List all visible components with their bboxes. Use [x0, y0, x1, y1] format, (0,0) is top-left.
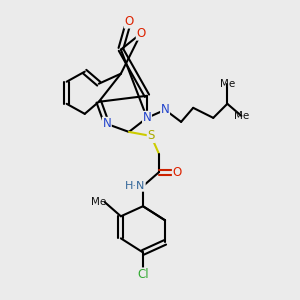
Text: Me: Me — [220, 79, 235, 89]
Text: O: O — [124, 15, 134, 28]
Text: N: N — [142, 111, 152, 124]
Text: O: O — [136, 27, 146, 40]
Text: Me: Me — [91, 197, 106, 207]
Text: H·N: H·N — [125, 181, 145, 191]
Text: O: O — [172, 166, 182, 178]
Text: S: S — [147, 129, 155, 142]
Text: N: N — [161, 103, 170, 116]
Text: Cl: Cl — [137, 268, 149, 281]
Text: N: N — [102, 117, 111, 130]
Text: Me: Me — [234, 111, 249, 121]
